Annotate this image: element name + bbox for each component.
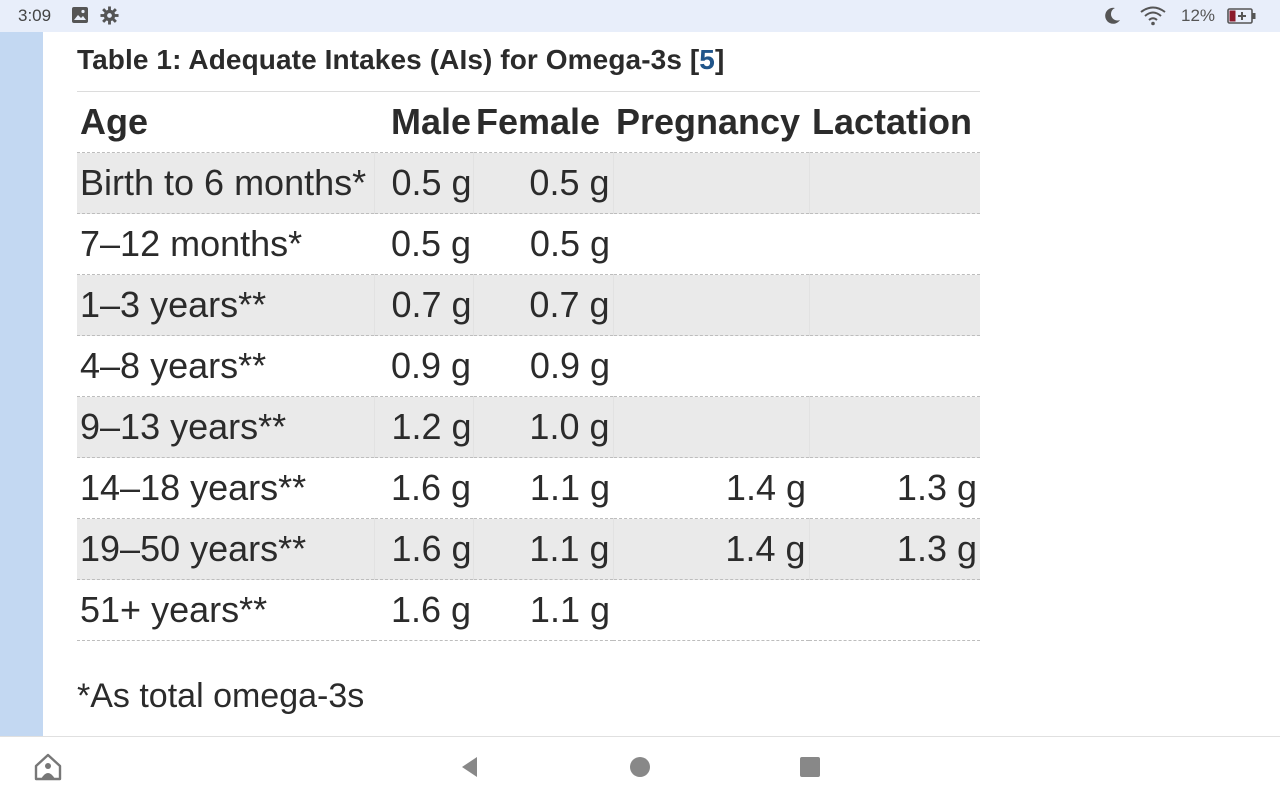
- table-caption-end: ]: [714, 44, 725, 75]
- home-icon: [629, 756, 651, 783]
- recents-icon: [799, 756, 821, 783]
- cell-age: 19–50 years**: [77, 518, 374, 580]
- header-pregnancy: Pregnancy: [613, 92, 809, 153]
- cell-pregnancy: 1.4 g: [613, 457, 809, 519]
- gear-icon: [100, 6, 119, 30]
- cell-lactation: 1.3 g: [809, 457, 980, 519]
- cell-female: 1.1 g: [472, 518, 613, 580]
- table-row: 1–3 years** 0.7 g 0.7 g: [77, 274, 980, 336]
- header-lactation: Lactation: [809, 92, 980, 153]
- cell-female: 1.1 g: [473, 579, 613, 641]
- cell-lactation: [808, 152, 980, 214]
- table-row: Birth to 6 months* 0.5 g 0.5 g: [77, 152, 980, 214]
- cell-lactation: [808, 274, 980, 336]
- cell-female: 0.5 g: [472, 152, 613, 214]
- app-home-icon: [33, 752, 63, 787]
- caption-divider: [77, 91, 980, 92]
- cell-lactation: [809, 213, 980, 275]
- cell-pregnancy: [613, 213, 809, 275]
- recents-button[interactable]: [790, 737, 830, 801]
- status-bar: 3:09: [0, 0, 1280, 32]
- navigation-bar: [0, 736, 1280, 801]
- cell-male: 0.5 g: [373, 152, 473, 214]
- cell-female: 0.5 g: [473, 213, 613, 275]
- table-row: 51+ years** 1.6 g 1.1 g: [77, 579, 980, 641]
- table-row: 14–18 years** 1.6 g 1.1 g 1.4 g 1.3 g: [77, 457, 980, 519]
- reference-link[interactable]: 5: [699, 44, 715, 75]
- table-footnote: *As total omega-3s: [77, 677, 365, 715]
- cell-male: 1.6 g: [374, 579, 473, 641]
- adequate-intakes-table: Age Male Female Pregnancy Lactation Birt…: [77, 92, 980, 641]
- table-caption-text: Table 1: Adequate Intakes (AIs) for Omeg…: [77, 44, 700, 75]
- battery-icon: [1227, 8, 1257, 29]
- cell-age: 9–13 years**: [77, 396, 374, 458]
- back-button[interactable]: [450, 737, 490, 801]
- cell-pregnancy: [612, 274, 809, 336]
- cell-lactation: [809, 579, 980, 641]
- table-header-row: Age Male Female Pregnancy Lactation: [77, 92, 980, 153]
- cell-pregnancy: [613, 335, 809, 397]
- moon-icon: [1102, 6, 1122, 31]
- app-home-button[interactable]: [28, 737, 68, 801]
- battery-percent: 12%: [1181, 6, 1216, 25]
- cell-male: 0.7 g: [373, 274, 473, 336]
- cell-age: 7–12 months*: [77, 213, 374, 275]
- status-time: 3:09: [18, 6, 52, 25]
- cell-female: 1.1 g: [473, 457, 613, 519]
- cell-male: 1.6 g: [373, 518, 473, 580]
- cell-male: 1.2 g: [373, 396, 473, 458]
- table-row: 4–8 years** 0.9 g 0.9 g: [77, 335, 980, 397]
- cell-age: 1–3 years**: [77, 274, 374, 336]
- cell-male: 0.9 g: [374, 335, 473, 397]
- cell-male: 0.5 g: [374, 213, 473, 275]
- cell-pregnancy: 1.4 g: [612, 518, 809, 580]
- home-button[interactable]: [620, 737, 660, 801]
- cell-lactation: [808, 396, 980, 458]
- header-age: Age: [77, 92, 374, 153]
- cell-age: 14–18 years**: [77, 457, 374, 519]
- table-row: 19–50 years** 1.6 g 1.1 g 1.4 g 1.3 g: [77, 518, 980, 580]
- cell-age: 51+ years**: [77, 579, 374, 641]
- cell-pregnancy: [613, 579, 809, 641]
- image-icon: [71, 6, 89, 29]
- table-row: 9–13 years** 1.2 g 1.0 g: [77, 396, 980, 458]
- left-margin-strip: [0, 32, 43, 736]
- header-male: Male: [374, 92, 473, 153]
- cell-male: 1.6 g: [374, 457, 473, 519]
- cell-age: 4–8 years**: [77, 335, 374, 397]
- cell-pregnancy: [612, 152, 809, 214]
- table-row: 7–12 months* 0.5 g 0.5 g: [77, 213, 980, 275]
- cell-female: 0.9 g: [473, 335, 613, 397]
- table-caption: Table 1: Adequate Intakes (AIs) for Omeg…: [77, 44, 724, 76]
- wifi-icon: [1140, 6, 1166, 31]
- cell-lactation: 1.3 g: [808, 518, 980, 580]
- cell-age: Birth to 6 months*: [77, 152, 374, 214]
- back-icon: [458, 755, 482, 784]
- cell-lactation: [809, 335, 980, 397]
- cell-female: 0.7 g: [472, 274, 613, 336]
- cell-pregnancy: [612, 396, 809, 458]
- header-female: Female: [473, 92, 613, 153]
- cell-female: 1.0 g: [472, 396, 613, 458]
